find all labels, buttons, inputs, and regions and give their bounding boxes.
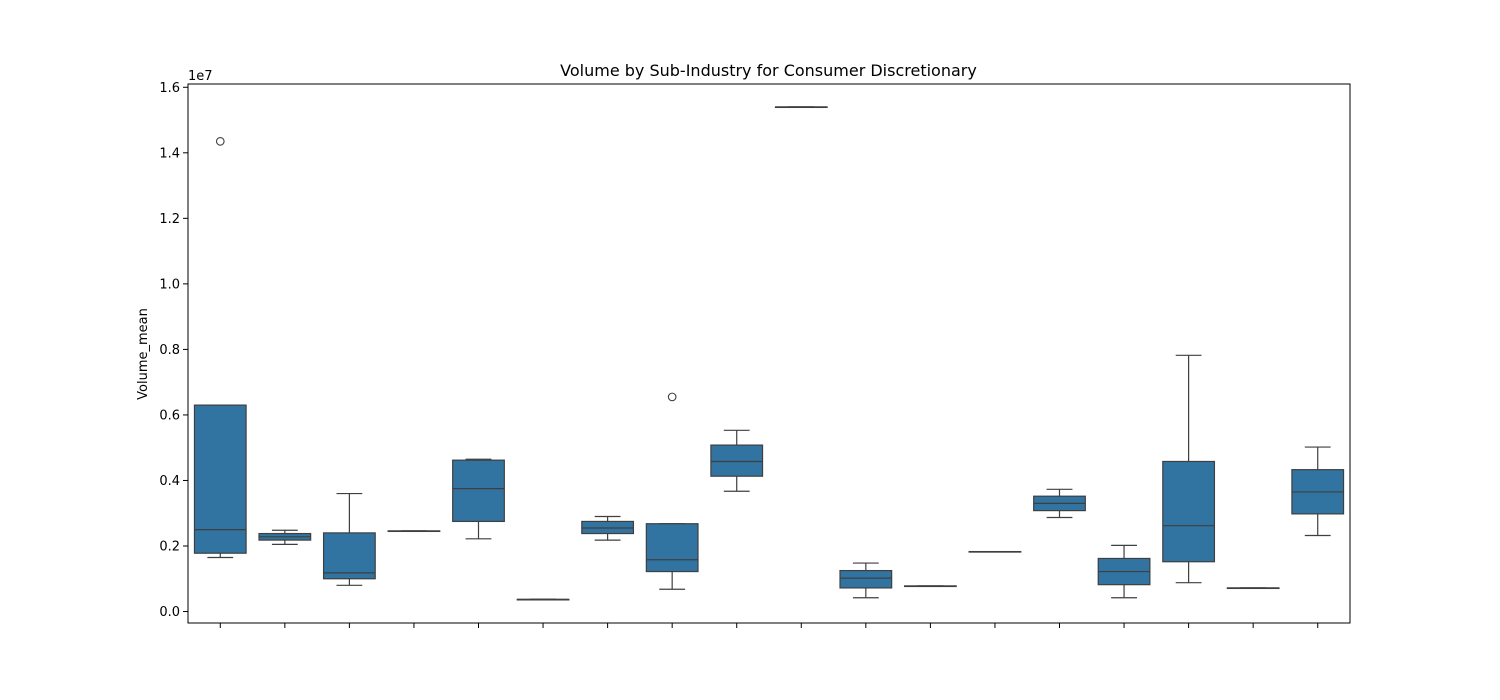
x-tick-label: stributors: [859, 632, 874, 695]
box: [322, 532, 376, 580]
box-group: [710, 429, 764, 492]
box-group: [1033, 488, 1086, 519]
y-tick-label: 1.2: [159, 212, 180, 227]
y-tick-label: 0.8: [159, 343, 180, 358]
box: [1162, 460, 1216, 563]
box-group: [968, 550, 1022, 553]
box-group: [903, 585, 957, 588]
plot-frame: [187, 83, 1351, 624]
box-group: [258, 529, 312, 545]
y-tick-label: 0.2: [159, 540, 180, 555]
y-tick-label: 1.0: [159, 277, 180, 292]
box-group: [1226, 587, 1280, 590]
x-tick-label: ics Retail: [407, 632, 422, 690]
box-group: [645, 392, 699, 590]
x-tick-label: Footwear: [537, 631, 552, 692]
y-axis-label: Volume_mean: [136, 308, 151, 400]
x-tick-label: staurants: [666, 632, 681, 694]
box: [452, 459, 505, 523]
outlier-point: [667, 392, 677, 402]
x-tick-label: ufacturers: [795, 632, 810, 699]
plot-layer: 0.0 0.2 0.4 0.6 0.8 1.0 1.2 1.4 1.6 uise Lines qui…: [159, 81, 1345, 699]
x-tick-label: ury Goods: [1182, 632, 1197, 699]
x-tick-label: uise Lines: [214, 632, 229, 697]
y-tick-label: 0.6: [159, 408, 180, 423]
x-tick-label: Products: [988, 632, 1003, 688]
box-group: [452, 458, 505, 540]
y-tick-label: 1.6: [159, 81, 180, 96]
outlier-point: [215, 136, 225, 146]
y-tick-label: 0.0: [159, 605, 180, 620]
x-tick-label: & Gaming: [472, 632, 487, 697]
box-group: [839, 562, 893, 599]
box: [645, 523, 699, 573]
box: [839, 569, 893, 589]
box-group: [322, 492, 376, 586]
y-tick-label: 0.4: [159, 474, 180, 489]
x-tick-label: ent Retail: [1053, 632, 1068, 694]
x-tick-label: ebuilding: [601, 632, 616, 692]
box-group: [1162, 354, 1216, 584]
y-tick-label: 1.4: [159, 146, 180, 161]
x-tick-label: urnishings: [1247, 632, 1262, 699]
box-group: [193, 136, 247, 559]
x-tick-label: ine Retail: [730, 632, 745, 693]
box-group: [516, 598, 570, 601]
x-tick-label: ive Retail: [1118, 632, 1133, 692]
box: [193, 404, 247, 554]
box-group: [1097, 544, 1151, 599]
x-tick-label: quipment: [278, 632, 293, 694]
box-group: [581, 515, 635, 541]
box-group: [387, 530, 441, 533]
box-group: [774, 106, 828, 109]
box-group: [1291, 446, 1345, 537]
y-axis-scale-label: 1e7: [188, 69, 213, 84]
x-tick-label: lectronics: [924, 632, 939, 695]
chart-title: Volume by Sub-Industry for Consumer Disc…: [560, 61, 977, 80]
x-tick-label: arel Retail: [1311, 632, 1326, 698]
box: [710, 444, 764, 477]
x-tick-label: alty Retail: [343, 632, 358, 697]
